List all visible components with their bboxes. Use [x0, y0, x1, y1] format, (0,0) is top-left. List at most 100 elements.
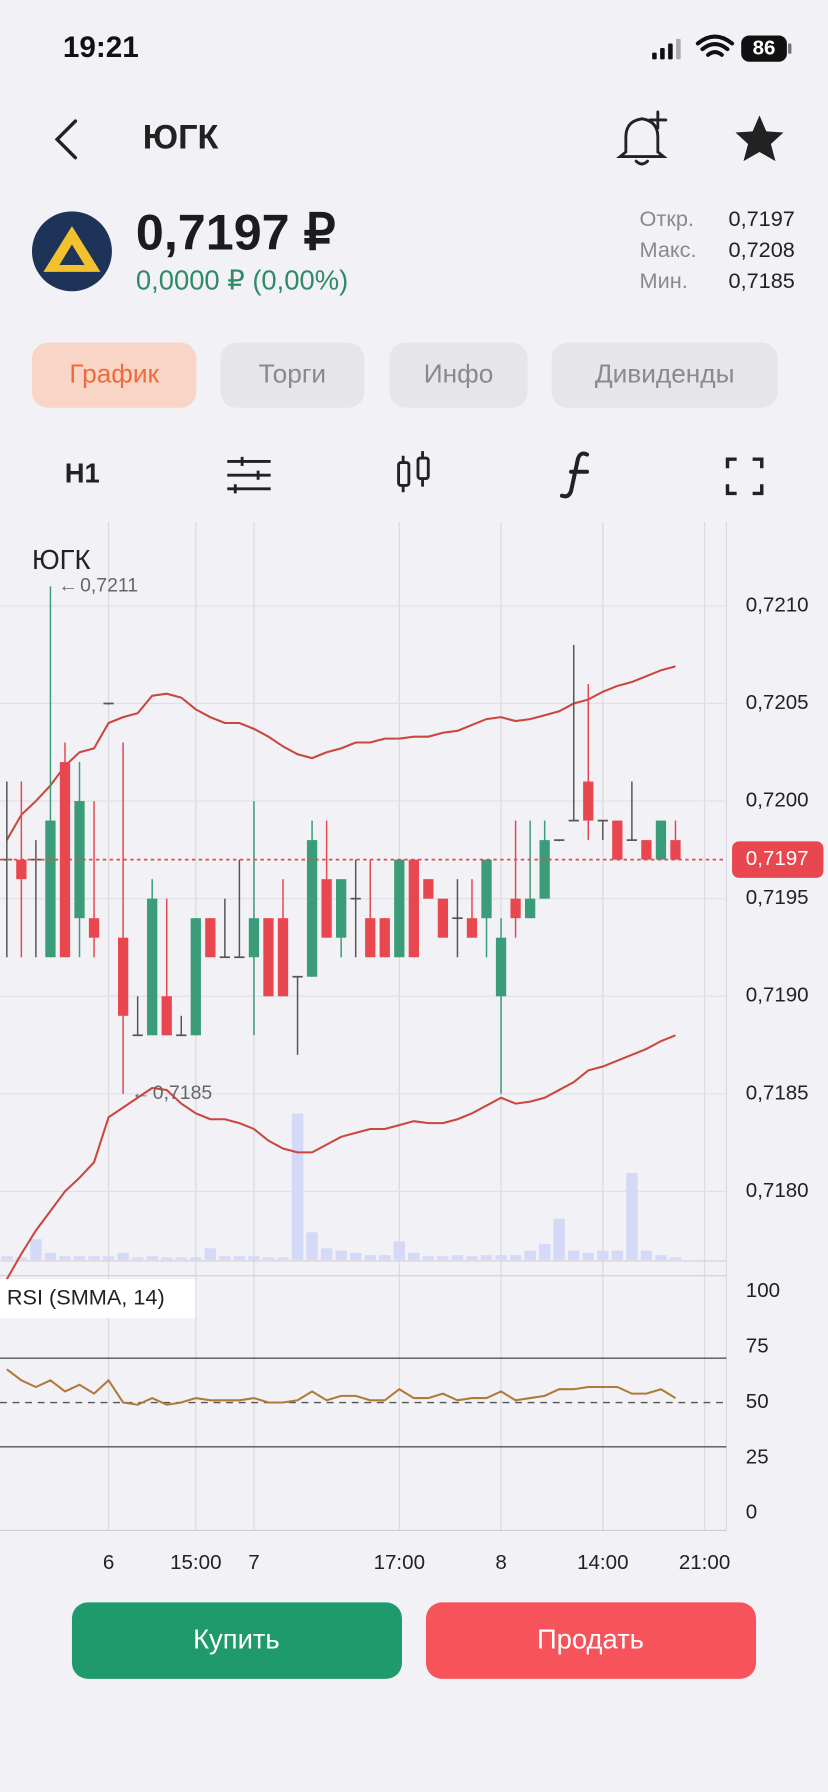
candle-body — [510, 898, 521, 919]
stat-label: Мин. — [640, 268, 688, 293]
candle-body — [277, 918, 289, 997]
buy-label: Купить — [193, 1623, 280, 1654]
candle-body — [219, 956, 231, 959]
volume-bar — [437, 1256, 449, 1260]
candle-body — [495, 937, 507, 997]
candle-body — [612, 820, 623, 860]
rsi-tick-label: 75 — [746, 1335, 769, 1358]
signal-icon — [652, 38, 681, 60]
candle-body — [394, 859, 405, 958]
candle-body — [176, 1034, 187, 1037]
candle-body — [190, 918, 201, 1036]
price: 0,7197 ₽ — [136, 205, 336, 261]
favorite-button[interactable] — [735, 115, 784, 162]
volume-bar — [233, 1256, 246, 1260]
volume-bar — [44, 1252, 57, 1260]
y-tick-label: 0,7180 — [746, 1179, 809, 1202]
buy-button[interactable] — [71, 1602, 403, 1679]
candle-body — [88, 918, 100, 938]
tab[interactable] — [389, 342, 528, 408]
candle-body — [205, 918, 216, 958]
tab-label: Инфо — [424, 359, 494, 389]
candle-body — [45, 820, 56, 958]
volume-bar — [538, 1243, 551, 1260]
rsi-tick-label: 0 — [746, 1501, 757, 1524]
back-button[interactable] — [54, 119, 78, 160]
x-tick-label: 14:00 — [577, 1551, 628, 1574]
candle-body — [408, 859, 419, 958]
extreme-arrow: ← — [131, 1082, 150, 1104]
bollinger-band — [5, 665, 676, 841]
battery-tip — [788, 43, 792, 54]
y-tick-label: 0,7195 — [746, 886, 809, 909]
y-tick-label: 0,7200 — [746, 789, 809, 812]
volume-bar — [466, 1256, 478, 1260]
volume-bar — [102, 1256, 115, 1260]
candle-body — [466, 918, 478, 938]
price-change: 0,0000 ₽ (0,00%) — [136, 264, 348, 295]
interval-button[interactable]: H1 — [65, 457, 100, 488]
bollinger-band — [5, 1034, 676, 1280]
chart-type-button[interactable] — [397, 451, 430, 493]
candle-body — [234, 956, 245, 959]
volume-bar — [669, 1257, 682, 1260]
stat-value: 0,7185 — [729, 268, 795, 293]
functions-button[interactable] — [559, 451, 590, 499]
volume-bar — [88, 1256, 100, 1260]
volume-bar — [408, 1252, 420, 1260]
extreme-arrow: ← — [58, 575, 77, 597]
candle-body — [423, 879, 434, 899]
battery-icon — [741, 35, 787, 62]
fullscreen-button[interactable] — [725, 457, 764, 496]
volume-bar — [451, 1255, 464, 1260]
tab[interactable] — [220, 342, 365, 408]
last-price-badge — [732, 841, 824, 878]
volume-bar — [597, 1250, 609, 1260]
volume-bar — [262, 1257, 275, 1260]
rsi-tick-label: 50 — [746, 1390, 769, 1413]
volume-bar — [349, 1252, 362, 1260]
volume-bar — [146, 1256, 158, 1260]
tab[interactable] — [551, 342, 778, 408]
volume-bar — [30, 1239, 42, 1260]
indicators-button[interactable] — [227, 456, 271, 494]
tab-label: График — [69, 359, 159, 389]
candle-body — [117, 937, 129, 1016]
chart: 6 15:00 7 17:00 8 14:00 21:00 0,7210 0,7205 0,720… — [0, 521, 824, 1574]
candle-body — [641, 840, 652, 860]
candle-body — [452, 917, 463, 920]
candle-body — [132, 1034, 143, 1037]
alert-button[interactable] — [616, 110, 668, 166]
rsi-tick-label: 100 — [746, 1279, 780, 1302]
stat-value: 0,7208 — [729, 237, 795, 262]
volume-bar — [73, 1256, 86, 1260]
volume-bar — [553, 1218, 565, 1260]
rsi-title: RSI (SMMA, 14) — [7, 1284, 165, 1309]
battery-level: 86 — [753, 37, 776, 60]
volume-bar — [320, 1248, 333, 1260]
volume-bar — [248, 1256, 260, 1260]
volume-bar — [219, 1256, 231, 1260]
candle-body — [306, 840, 318, 977]
volume-bar — [15, 1257, 28, 1260]
candle-body — [437, 898, 449, 938]
candle-body — [336, 879, 347, 938]
x-tick-label: 21:00 — [679, 1551, 730, 1574]
tab-label: Дивиденды — [595, 359, 735, 389]
candle-body — [379, 918, 390, 958]
volume-bar — [306, 1232, 318, 1260]
y-tick-label: 0,7205 — [746, 691, 809, 714]
volume-bar — [175, 1257, 187, 1260]
volume-bar — [582, 1252, 594, 1260]
volume-bar — [1, 1256, 13, 1260]
tab[interactable] — [31, 342, 197, 408]
candle-body — [670, 840, 681, 860]
candle-body — [655, 820, 667, 860]
volume-bar — [568, 1250, 580, 1260]
volume-bar — [480, 1255, 493, 1260]
x-tick-label: 8 — [495, 1551, 506, 1574]
candle-body — [292, 975, 303, 978]
rsi-line — [6, 1368, 677, 1406]
sell-button[interactable] — [425, 1602, 757, 1679]
